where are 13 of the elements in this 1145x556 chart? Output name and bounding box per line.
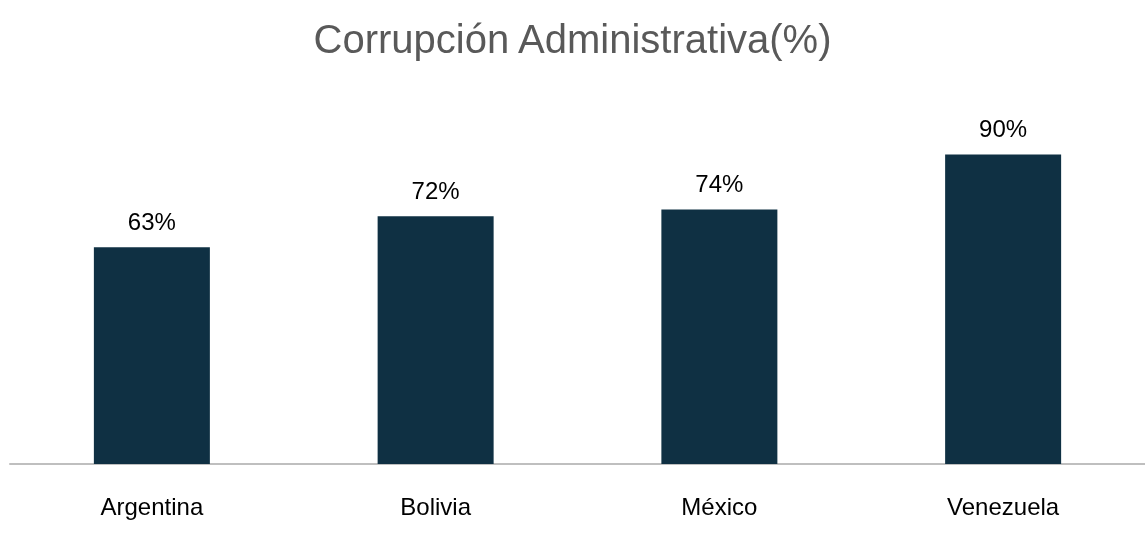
x-tick-label: Venezuela [947, 492, 1060, 520]
bar [377, 216, 494, 464]
bar [945, 154, 1062, 464]
data-label: 74% [695, 169, 744, 197]
chart-title: Corrupción Administrativa(%) [313, 17, 832, 61]
data-label: 90% [979, 114, 1028, 142]
bar [93, 247, 210, 464]
x-tick-label: Bolivia [400, 492, 472, 520]
data-label: 63% [127, 207, 176, 235]
bar [661, 209, 778, 464]
x-tick-label: México [681, 492, 758, 520]
x-tick-label: Argentina [100, 492, 204, 520]
data-label: 72% [411, 176, 460, 204]
